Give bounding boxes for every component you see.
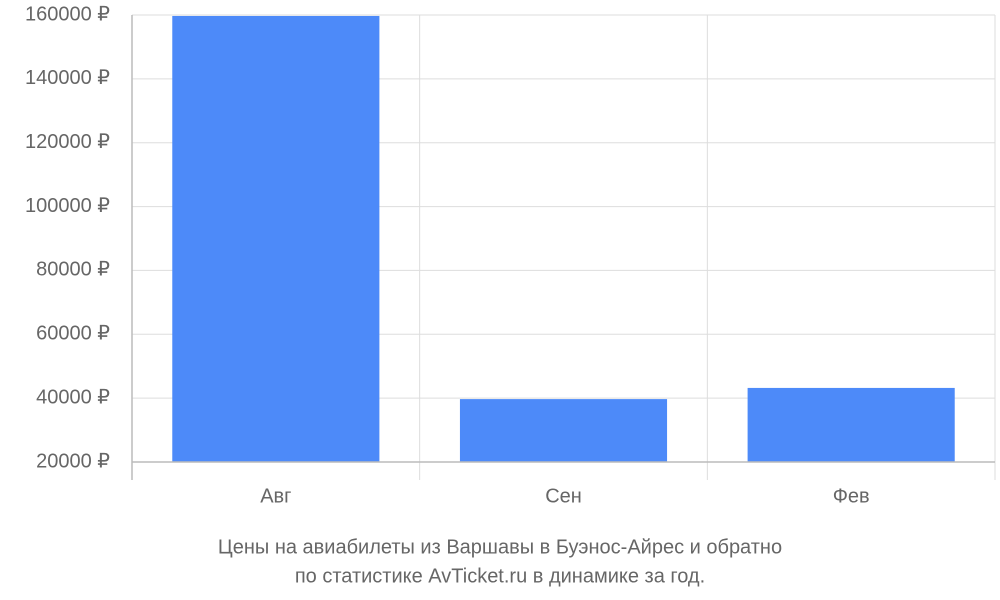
y-tick-label: 160000 ₽ [25,3,110,25]
bar [747,387,955,462]
x-tick-label: Авг [260,485,291,507]
chart-subtitle: по статистике AvTicket.ru в динамике за … [295,565,705,587]
y-tick-label: 60000 ₽ [36,323,110,345]
y-tick-label: 40000 ₽ [36,386,110,408]
y-tick-label: 100000 ₽ [25,195,110,217]
bar [172,15,380,463]
chart-title: Цены на авиабилеты из Варшавы в Буэнос-А… [218,536,782,558]
y-tick-label: 140000 ₽ [25,67,110,89]
x-tick-label: Фев [833,485,870,507]
x-tick-label: Сен [545,485,582,507]
y-tick-label: 120000 ₽ [25,131,110,153]
y-tick-label: 80000 ₽ [36,259,110,281]
y-tick-label: 20000 ₽ [36,450,110,472]
bar [459,399,668,462]
